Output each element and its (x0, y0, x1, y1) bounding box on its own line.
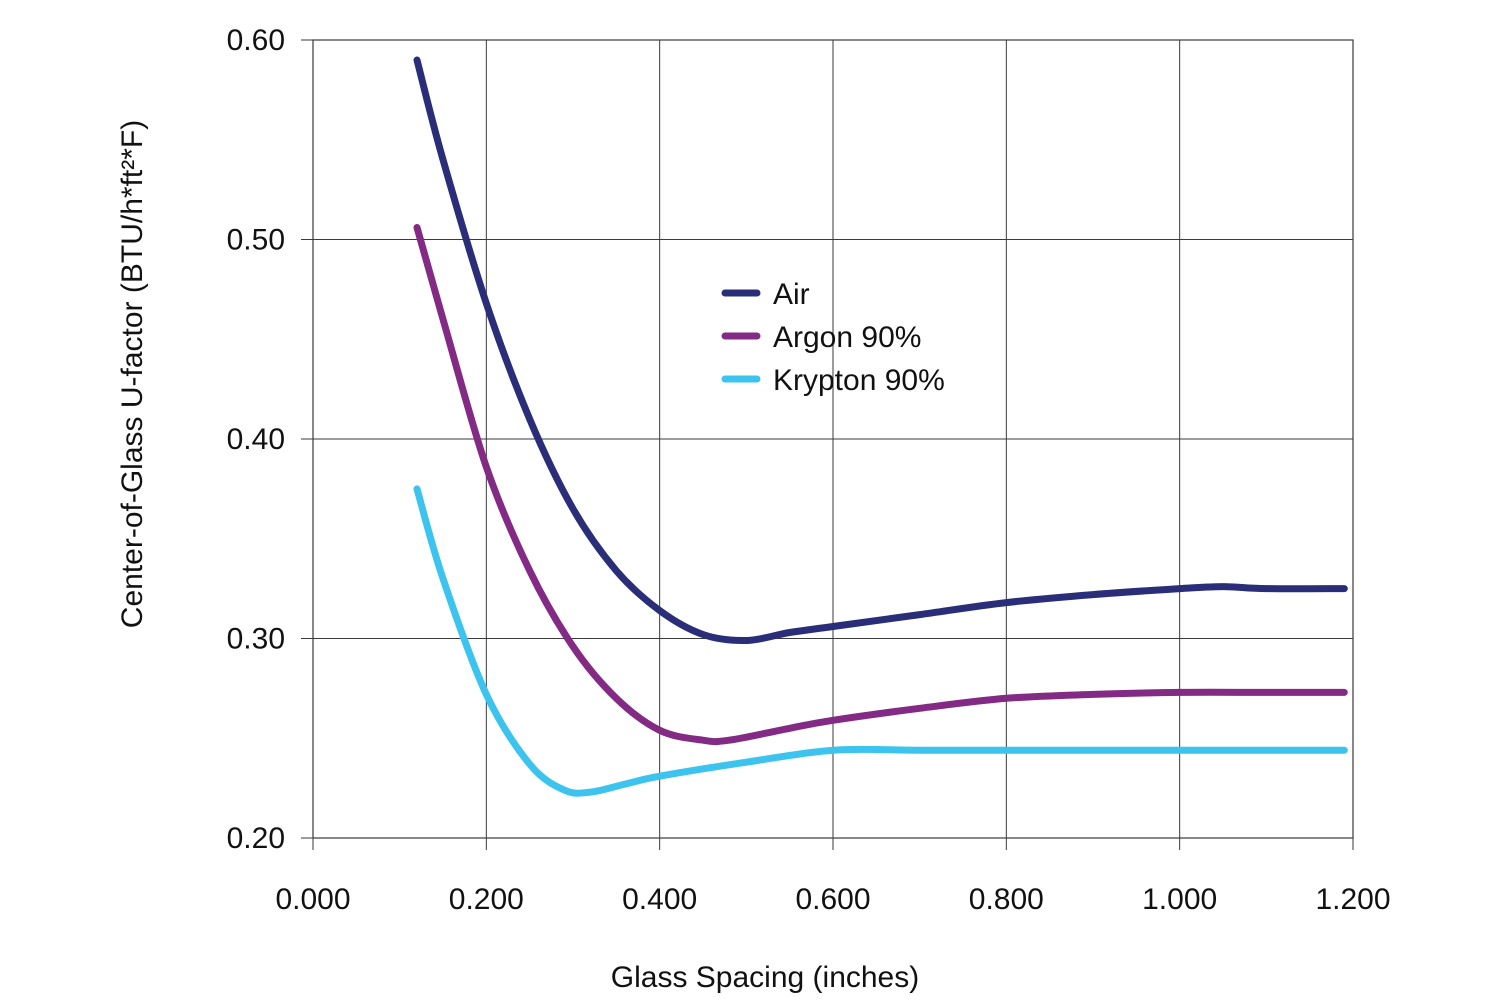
series-lines (413, 56, 1348, 797)
y-tick-label: 0.40 (227, 423, 285, 456)
y-tick-label: 0.20 (227, 822, 285, 855)
legend: Air Argon 90% Krypton 90% (721, 278, 945, 397)
y-axis-label: Center-of-Glass U-factor (BTU/h*ft²*F) (116, 120, 149, 628)
x-tick-label: 0.200 (449, 883, 524, 916)
legend-label: Krypton 90% (773, 364, 945, 397)
x-tick-label: 1.000 (1142, 883, 1217, 916)
legend-label: Air (773, 278, 810, 311)
series-line-krypton-90 (413, 485, 1348, 797)
legend-label: Argon 90% (773, 321, 921, 354)
x-tick-label: 0.400 (622, 883, 697, 916)
y-tick-label: 0.50 (227, 224, 285, 257)
y-tick-label: 0.30 (227, 623, 285, 656)
grid-lines (301, 39, 1354, 850)
series-line-argon-90 (413, 224, 1348, 746)
x-axis-ticks: 0.000 0.200 0.400 0.600 0.800 1.000 1.200 (275, 883, 1390, 916)
x-tick-label: 0.600 (795, 883, 870, 916)
plot-frame (312, 39, 1354, 839)
x-tick-label: 0.800 (969, 883, 1044, 916)
y-axis-ticks: 0.20 0.30 0.40 0.50 0.60 (227, 24, 285, 855)
series-line-air (413, 56, 1348, 645)
x-axis-label: Glass Spacing (inches) (611, 961, 919, 994)
x-tick-label: 1.200 (1315, 883, 1390, 916)
x-tick-label: 0.000 (275, 883, 350, 916)
y-tick-label: 0.60 (227, 24, 285, 57)
